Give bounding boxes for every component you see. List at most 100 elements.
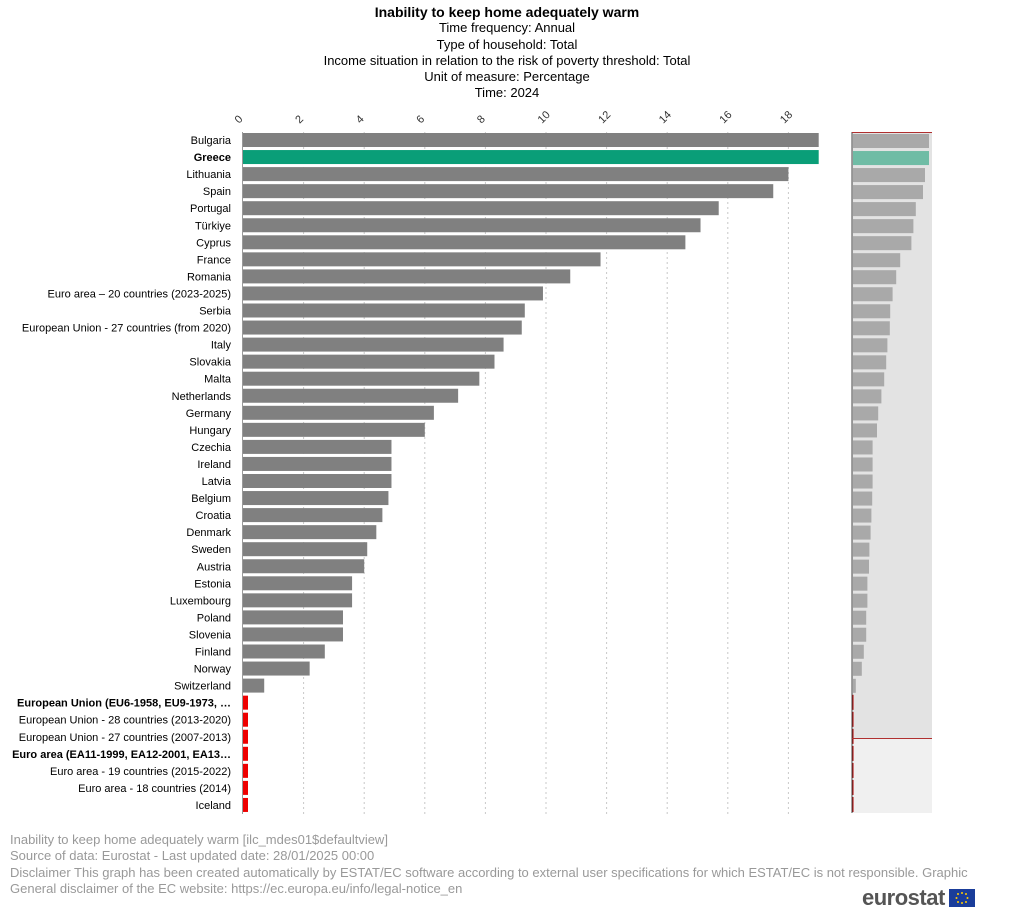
bar <box>243 559 365 574</box>
category-label: Cyprus <box>196 237 231 249</box>
minimap-bar <box>853 168 925 183</box>
bar <box>243 644 325 659</box>
category-label: European Union - 27 countries (from 2020… <box>22 323 231 335</box>
category-label: European Union (EU6-1958, EU9-1973, … <box>17 698 231 710</box>
bar <box>243 422 425 437</box>
minimap-bar <box>853 491 873 506</box>
minimap-bar <box>853 372 885 387</box>
bar <box>243 610 343 625</box>
eurostat-logo: eurostat <box>862 886 975 910</box>
x-tick-label: 6 <box>414 113 427 126</box>
minimap-bar <box>853 355 887 370</box>
bar <box>243 661 310 676</box>
minimap-bar <box>853 610 867 625</box>
x-tick-label: 4 <box>354 113 367 126</box>
category-label: Denmark <box>186 527 231 539</box>
minimap-bar <box>853 253 901 268</box>
minimap-bar <box>853 644 864 659</box>
logo-text: eurostat <box>862 885 945 910</box>
category-label: Estonia <box>194 578 232 590</box>
bar <box>243 337 504 352</box>
minimap-bar <box>853 678 856 693</box>
subtitle-unit: Unit of measure: Percentage <box>424 69 590 85</box>
x-tick-label: 12 <box>596 109 613 126</box>
minimap-bar <box>853 508 872 523</box>
minimap-bar <box>853 185 923 200</box>
bar <box>243 167 789 182</box>
category-label: France <box>197 254 231 266</box>
minimap-bar-missing <box>852 728 854 744</box>
category-label: Euro area - 19 countries (2015-2022) <box>50 766 231 778</box>
bar <box>243 593 353 608</box>
bar <box>243 184 774 199</box>
minimap-bar-missing <box>852 745 854 761</box>
minimap-bar <box>853 236 912 251</box>
minimap-bar <box>853 440 873 455</box>
bar <box>243 269 571 284</box>
minimap-bar <box>853 134 929 149</box>
category-label: Bulgaria <box>191 135 232 147</box>
category-label: Slovenia <box>189 629 232 641</box>
minimap-bar <box>853 202 916 217</box>
category-label: Switzerland <box>174 681 231 693</box>
bar <box>243 456 392 471</box>
minimap-bar <box>853 661 862 676</box>
category-label: Germany <box>186 408 232 420</box>
subtitle-frequency: Time frequency: Annual <box>438 20 576 36</box>
footer-legal-link[interactable]: General disclaimer of the EC website: ht… <box>10 880 463 896</box>
category-label: Latvia <box>202 476 232 488</box>
bar <box>243 405 434 420</box>
bar <box>243 371 480 386</box>
footer-source: Source of data: Eurostat - Last updated … <box>10 848 375 864</box>
category-label: Malta <box>204 374 232 386</box>
minimap-bar <box>853 151 929 166</box>
bar <box>243 678 265 693</box>
bar-missing <box>243 763 248 778</box>
minimap-bar <box>853 270 897 285</box>
category-label: Luxembourg <box>170 595 231 607</box>
minimap-bar <box>853 406 879 421</box>
minimap-bar <box>853 338 888 353</box>
minimap-bar <box>853 321 890 336</box>
x-tick-label: 14 <box>657 109 674 126</box>
bar <box>243 320 522 335</box>
bar <box>243 439 392 454</box>
bar <box>243 235 686 250</box>
bar <box>243 388 459 403</box>
chart-titles: Inability to keep home adequately warm T… <box>0 4 1014 102</box>
bar <box>243 576 353 591</box>
minimap-bar <box>853 474 873 489</box>
bar-chart: 0 2 4 6 8 10 12 14 16 18 Bulgaria Greece Lithuania Sp… <box>12 109 932 814</box>
category-label: Belgium <box>191 493 231 505</box>
x-tick-label: 16 <box>717 109 734 126</box>
minimap-bar <box>853 525 871 540</box>
minimap-outside-region <box>852 738 932 813</box>
footer-disclaimer: Disclaimer This graph has been created a… <box>10 864 968 880</box>
x-tick-label: 10 <box>536 109 553 126</box>
category-label: Euro area (EA11-1999, EA12-2001, EA13… <box>12 749 231 761</box>
bar <box>243 542 368 557</box>
category-label: Spain <box>203 186 231 198</box>
minimap-bar <box>853 627 867 642</box>
category-label: Euro area – 20 countries (2023-2025) <box>48 288 231 300</box>
minimap-bar <box>853 389 882 404</box>
category-label: Romania <box>187 271 232 283</box>
minimap-bar <box>853 457 873 472</box>
category-label: Netherlands <box>172 391 232 403</box>
x-tick-label: 8 <box>475 113 488 126</box>
category-label: European Union - 28 countries (2013-2020… <box>19 715 231 727</box>
x-tick-label: 18 <box>778 109 795 126</box>
x-tick-label: 0 <box>233 113 246 126</box>
bar-missing <box>243 695 248 710</box>
category-label: Hungary <box>189 425 231 437</box>
category-label: Lithuania <box>186 169 232 181</box>
bar <box>243 491 389 506</box>
category-label: Poland <box>197 612 231 624</box>
bar-missing <box>243 746 248 761</box>
bar <box>243 525 377 540</box>
category-label: Sweden <box>191 544 231 556</box>
minimap-background <box>852 132 932 813</box>
minimap-bar-missing <box>852 694 854 710</box>
bar-missing <box>243 712 248 727</box>
minimap-bar-missing <box>852 762 854 778</box>
